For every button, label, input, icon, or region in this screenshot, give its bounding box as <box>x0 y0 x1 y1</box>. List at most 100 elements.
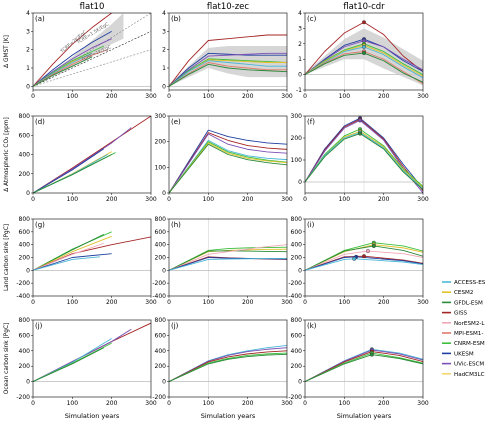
x-tick-label: 100 <box>339 93 351 100</box>
panel: 0 100 200 300 -400 -200 0 200 400 600 800 (h) <box>152 216 293 306</box>
panel-label: (c) <box>307 15 317 23</box>
legend-label: MPI-ESM1- <box>454 331 483 337</box>
y-tick-label: 100 <box>155 164 167 171</box>
y-tick-label: 0 <box>162 267 166 274</box>
y-tick-label: 600 <box>19 132 31 139</box>
x-tick-label: 100 <box>203 400 215 407</box>
tcre-reference-line <box>33 49 151 87</box>
peak-marker <box>358 118 363 123</box>
y-tick-label: 3 <box>162 28 166 35</box>
series-line <box>33 56 93 87</box>
x-axis-label: Simulation years <box>65 412 120 420</box>
series-line <box>33 151 112 193</box>
x-tick-label: 300 <box>417 299 429 306</box>
y-tick-label: 0 <box>162 83 166 90</box>
y-tick-label: 0 <box>26 267 30 274</box>
series-line <box>33 38 112 87</box>
panel-label: (d) <box>35 118 45 126</box>
x-tick-label: 0 <box>167 93 171 100</box>
y-tick-label: 0 <box>162 190 166 197</box>
panel: 0 100 200 300 0 100 200 300 (f) <box>291 113 429 203</box>
y-tick-label: 0 <box>26 379 30 386</box>
y-axis-label: Land carbon sink [PgC] <box>4 224 10 291</box>
y-tick-label: -200 <box>152 394 166 401</box>
y-tick-label: 300 <box>155 113 167 120</box>
y-tick-label: 200 <box>291 363 303 370</box>
x-tick-label: 300 <box>281 93 293 100</box>
panel: 0 100 200 300 -400 -200 0 200 400 600 800 (g) Land c… <box>4 216 157 306</box>
panel: 0 100 200 300 -400 -200 0 200 400 600 800 (i) <box>288 216 429 306</box>
y-tick-label: 400 <box>19 242 31 249</box>
peak-marker <box>362 254 367 259</box>
series-line <box>33 148 105 193</box>
y-tick-label: 0 <box>298 379 302 386</box>
y-tick-label: 400 <box>155 348 167 355</box>
series-line <box>169 34 287 87</box>
legend-label: HadCM3LC <box>454 372 485 378</box>
y-tick-label: 200 <box>155 255 167 262</box>
x-tick-label: 200 <box>106 196 118 203</box>
x-tick-label: 0 <box>167 299 171 306</box>
series-line <box>169 143 287 193</box>
y-axis-label: Ocean carbon sink [PgC] <box>4 323 10 395</box>
y-tick-label: 800 <box>155 317 167 324</box>
panel: 0 100 200 300 0 200 400 600 800 (d) Δ Atmospheric … <box>4 113 157 203</box>
column-title-flat10: flat10 <box>80 2 105 12</box>
y-tick-label: 200 <box>291 255 303 262</box>
x-tick-label: 0 <box>303 400 307 407</box>
x-tick-label: 200 <box>242 196 254 203</box>
y-tick-label: 800 <box>19 317 31 324</box>
axes-frame <box>32 12 152 91</box>
x-tick-label: 100 <box>339 400 351 407</box>
x-tick-label: 0 <box>31 400 35 407</box>
y-axis-label: Δ GMST [K] <box>4 35 10 68</box>
x-tick-label: 300 <box>281 400 293 407</box>
x-axis-label: Simulation years <box>201 412 256 420</box>
y-tick-label: 3 <box>26 28 30 35</box>
series-line <box>33 154 112 193</box>
series-line <box>169 58 287 87</box>
y-tick-label: 800 <box>19 113 31 120</box>
series-line <box>169 132 287 193</box>
y-tick-label: 1 <box>298 56 302 63</box>
series-line <box>169 52 287 87</box>
y-tick-label: 3 <box>298 25 302 32</box>
y-tick-label: 1 <box>26 65 30 72</box>
x-tick-label: 300 <box>417 400 429 407</box>
x-tick-label: 0 <box>31 299 35 306</box>
legend-label: CNRM-ESM <box>454 341 485 347</box>
x-tick-label: 100 <box>203 299 215 306</box>
legend-label: UVic-ESCM <box>454 362 484 368</box>
x-tick-label: 300 <box>145 299 157 306</box>
x-tick-label: 200 <box>242 400 254 407</box>
series-line <box>33 45 104 87</box>
panel-label: (h) <box>171 221 181 229</box>
y-tick-label: 400 <box>291 348 303 355</box>
y-tick-label: 800 <box>291 216 303 223</box>
series-line <box>33 116 151 193</box>
x-tick-label: 200 <box>378 400 390 407</box>
x-tick-label: 200 <box>106 93 118 100</box>
y-tick-label: 200 <box>291 135 303 142</box>
series-line <box>33 154 108 193</box>
series-line <box>169 63 287 87</box>
y-tick-label: -200 <box>16 280 30 287</box>
x-tick-label: 200 <box>106 400 118 407</box>
peak-marker <box>365 249 370 254</box>
peak-marker <box>358 131 363 136</box>
legend-label: CESM2 <box>454 290 473 296</box>
y-tick-label: -400 <box>288 293 302 300</box>
y-tick-label: 0 <box>298 179 302 186</box>
panel-label: (j) <box>35 322 43 330</box>
y-tick-label: 0 <box>298 267 302 274</box>
x-tick-label: 100 <box>203 196 215 203</box>
x-tick-label: 0 <box>303 93 307 100</box>
x-axis-labels: Simulation years Simulation years Simula… <box>65 412 392 420</box>
series-line <box>169 347 287 382</box>
series-line <box>169 246 287 271</box>
y-tick-label: 400 <box>291 242 303 249</box>
column-title-flat10-zec: flat10-zec <box>207 2 249 12</box>
series-line <box>169 139 287 193</box>
